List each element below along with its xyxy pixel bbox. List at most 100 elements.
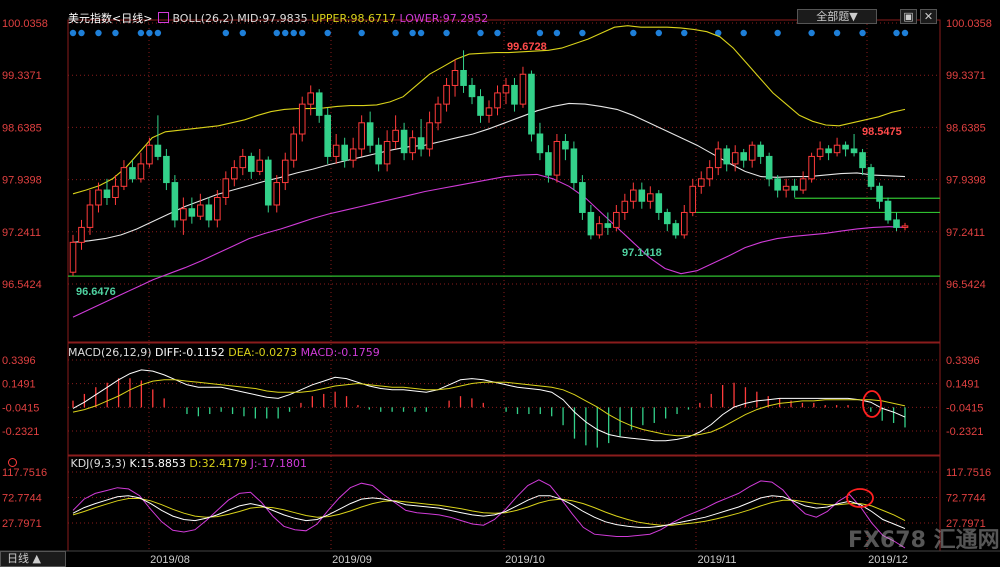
kdj-indicator-label[interactable]: KDJ(9,3,3) <box>70 457 127 470</box>
signal-dot <box>740 29 747 37</box>
panel-frame-1 <box>67 342 941 456</box>
period-tab[interactable]: 日线 ▲ <box>0 551 66 567</box>
boll-upper-line <box>72 25 906 195</box>
panel-select-dropdown[interactable]: 全部题▼ <box>797 9 877 24</box>
kdj-highlight-circle <box>846 488 874 508</box>
kdj-y-tick-left: 117.7516 <box>2 467 47 479</box>
candle-body <box>273 182 281 206</box>
candle-body <box>205 204 213 221</box>
macd-y-tick-left: 0.1491 <box>2 379 36 391</box>
candle-body <box>171 182 179 221</box>
candle-body <box>545 152 552 176</box>
signal-dot <box>579 29 586 37</box>
candle-body <box>706 167 714 180</box>
signal-dot <box>358 29 365 37</box>
candle-body <box>239 155 247 169</box>
main-y-tick-left: 100.0358 <box>2 18 48 30</box>
kdj-j-value: J:-17.1801 <box>250 457 308 470</box>
candle-body <box>689 185 697 213</box>
candle-body <box>893 219 900 228</box>
candle-body <box>341 144 348 161</box>
candle-body <box>137 163 145 180</box>
macd-y-tick-right: -0.2321 <box>946 426 983 438</box>
candle-body <box>901 225 909 228</box>
candle-body <box>197 204 204 217</box>
signal-dot <box>154 29 162 37</box>
candle-body <box>86 204 94 228</box>
macd-dea-line <box>72 379 906 437</box>
candle-body <box>697 178 705 187</box>
signal-dot <box>494 29 501 37</box>
candle-body <box>808 155 815 180</box>
candle-body <box>468 84 476 98</box>
candle-body <box>876 185 883 202</box>
macd-macd-value: MACD:-0.1759 <box>300 346 380 359</box>
annotation-start-low: 96.6476 <box>76 286 116 298</box>
candle-body <box>112 185 119 199</box>
macd-indicator-label[interactable]: MACD(26,12,9) <box>68 346 152 359</box>
restore-window-icon[interactable]: ▣ <box>900 9 917 24</box>
signal-dot <box>95 29 102 37</box>
signal-dot <box>78 29 85 37</box>
candle-body <box>765 155 773 180</box>
candle-body <box>782 185 790 191</box>
candle-body <box>69 241 77 273</box>
candle-body <box>604 223 612 228</box>
main-y-tick-left: 97.9398 <box>2 175 42 187</box>
macd-y-tick-left: -0.0415 <box>2 402 39 414</box>
signal-dot <box>137 29 145 37</box>
candle-body <box>129 167 136 180</box>
signal-dot <box>290 29 297 37</box>
candle-body <box>536 133 544 154</box>
candle-body <box>621 200 629 213</box>
kdj-y-tick-right: 117.7516 <box>946 467 991 479</box>
kdj-panel <box>72 479 906 549</box>
signal-dot <box>112 29 119 37</box>
candle-body <box>247 155 255 172</box>
close-panel-icon[interactable]: ✕ <box>920 9 937 24</box>
candle-body <box>451 70 459 86</box>
candle-body <box>264 159 272 206</box>
candle-body <box>383 140 391 165</box>
kdj-settings-icon[interactable] <box>8 458 17 467</box>
signal-dot <box>553 29 561 37</box>
x-tick-label: 2019/12 <box>868 554 908 566</box>
signal-dot <box>893 29 900 37</box>
candle-body <box>638 189 646 202</box>
period-label[interactable]: <日线> <box>112 12 153 25</box>
candle-body <box>477 96 484 116</box>
candle-body <box>748 144 756 161</box>
candle-body <box>511 84 518 105</box>
candle-body <box>443 84 450 105</box>
boll-indicator-label[interactable]: BOLL(26,2) <box>172 12 234 25</box>
candle-body <box>816 148 824 157</box>
kdj-y-tick-left: 27.7971 <box>2 518 42 530</box>
macd-diff-value: DIFF:-0.1152 <box>155 346 225 359</box>
signal-dot <box>299 29 306 37</box>
signal-dot <box>536 29 544 37</box>
candle-body <box>366 122 374 146</box>
candle-body <box>884 200 892 221</box>
macd-panel <box>72 369 906 448</box>
signal-dot <box>630 29 637 37</box>
candle-body <box>791 185 798 191</box>
main-y-tick-right: 98.6385 <box>946 122 986 134</box>
candle-body <box>723 148 731 165</box>
candle-body <box>867 167 875 187</box>
candle-body <box>188 208 196 217</box>
boll-mid-line <box>72 102 906 243</box>
candle-body <box>120 167 128 187</box>
macd-diff-line <box>72 369 906 442</box>
signal-dot <box>239 29 246 37</box>
candle-body <box>663 211 671 225</box>
annotation-recent-high: 98.5475 <box>862 126 902 138</box>
signal-dot <box>324 29 331 37</box>
candle-body <box>290 133 298 161</box>
candle-body <box>256 159 264 172</box>
candle-body <box>154 144 162 157</box>
candle-body <box>502 84 510 94</box>
candle-body <box>78 226 85 243</box>
symbol-name[interactable]: 美元指数 <box>68 12 112 25</box>
candle-body <box>655 193 663 213</box>
signal-dot <box>417 29 425 37</box>
